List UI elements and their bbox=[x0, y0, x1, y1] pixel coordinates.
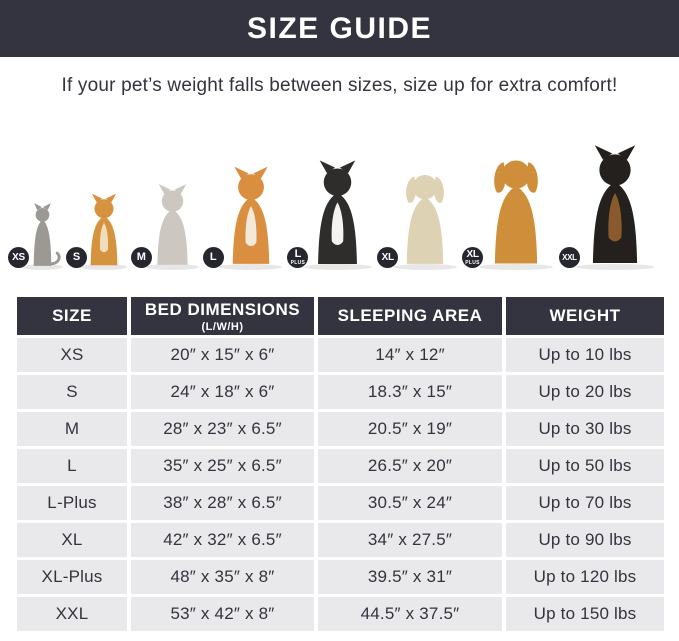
pet-pomeranian: S bbox=[65, 191, 132, 270]
cell-size: L-Plus bbox=[17, 486, 127, 520]
cell-weight: Up to 90 lbs bbox=[506, 523, 664, 557]
col-header-weight: WEIGHT bbox=[506, 297, 664, 335]
pomeranian-icon bbox=[90, 193, 118, 266]
cell-bed-dimensions: 35″ x 25″ x 6.5″ bbox=[131, 449, 314, 483]
golden-retriever-icon bbox=[494, 160, 538, 264]
cell-sleeping-area: 34″ x 27.5″ bbox=[318, 523, 502, 557]
size-badge-m: M bbox=[130, 247, 152, 268]
cell-sleeping-area: 30.5″ x 24″ bbox=[318, 486, 502, 520]
size-badge-sub-label: PLUS bbox=[465, 259, 480, 266]
table-row-xl-plus: XL-Plus 48″ x 35″ x 8″ 39.5″ x 31″ Up to 12… bbox=[17, 560, 664, 594]
cell-weight: Up to 30 lbs bbox=[506, 412, 664, 446]
table-row-xl: XL 42″ x 32″ x 6.5″ 34″ x 27.5″ Up to 90 lb… bbox=[17, 523, 664, 557]
size-table-header: SIZE BED DIMENSIONS (L/W/H) SLEEPING ARE… bbox=[17, 297, 664, 335]
pet-french-bulldog: M bbox=[130, 181, 204, 270]
size-badge-label: XL bbox=[466, 248, 479, 260]
cat-icon bbox=[33, 203, 61, 266]
cell-weight: Up to 120 lbs bbox=[506, 560, 664, 594]
cell-weight: Up to 70 lbs bbox=[506, 486, 664, 520]
size-badge-xxl: XXL bbox=[558, 247, 580, 268]
cell-size: XS bbox=[17, 338, 127, 372]
cell-weight: Up to 10 lbs bbox=[506, 338, 664, 372]
cell-bed-dimensions: 24″ x 18″ x 6″ bbox=[131, 375, 314, 409]
cell-size: L bbox=[17, 449, 127, 483]
pet-doberman: XXL bbox=[558, 141, 661, 270]
col-header-size: SIZE bbox=[17, 297, 127, 335]
col-header-weight-label: WEIGHT bbox=[549, 306, 621, 325]
cell-bed-dimensions: 20″ x 15″ x 6″ bbox=[131, 338, 314, 372]
table-row-l-plus: L-Plus 38″ x 28″ x 6.5″ 30.5″ x 24″ Up to 7… bbox=[17, 486, 664, 520]
shiba-inu-icon bbox=[232, 166, 269, 264]
size-badge-label: XXL bbox=[562, 252, 577, 262]
size-badge-label: M bbox=[136, 251, 146, 263]
size-badge-label: L bbox=[209, 251, 217, 263]
cell-bed-dimensions: 38″ x 28″ x 6.5″ bbox=[131, 486, 314, 520]
cell-size: XL-Plus bbox=[17, 560, 127, 594]
subtitle-text: If your pet’s weight falls between sizes… bbox=[61, 75, 618, 96]
cell-bed-dimensions: 42″ x 32″ x 6.5″ bbox=[131, 523, 314, 557]
size-table: SIZE BED DIMENSIONS (L/W/H) SLEEPING ARE… bbox=[13, 294, 668, 634]
cell-sleeping-area: 26.5″ x 20″ bbox=[318, 449, 502, 483]
pet-border-collie: L PLUS bbox=[287, 157, 378, 270]
cell-size: XXL bbox=[17, 597, 127, 631]
col-header-size-label: SIZE bbox=[52, 306, 92, 325]
doberman-icon bbox=[592, 145, 637, 263]
cell-sleeping-area: 14″ x 12″ bbox=[318, 338, 502, 372]
size-guide-header: SIZE GUIDE bbox=[0, 0, 679, 57]
cell-sleeping-area: 39.5″ x 31″ bbox=[318, 560, 502, 594]
table-row-xxl: XXL 53″ x 42″ x 8″ 44.5″ x 37.5″ Up to 150 … bbox=[17, 597, 664, 631]
size-badge-xl-plus: XL PLUS bbox=[462, 247, 484, 268]
cell-bed-dimensions: 53″ x 42″ x 8″ bbox=[131, 597, 314, 631]
table-row-m: M 28″ x 23″ x 6.5″ 20.5″ x 19″ Up to 30 lbs bbox=[17, 412, 664, 446]
col-header-bed-dimensions: BED DIMENSIONS (L/W/H) bbox=[131, 297, 314, 335]
size-badge-l: L bbox=[202, 247, 224, 268]
table-row-s: S 24″ x 18″ x 6″ 18.3″ x 15″ Up to 20 lbs bbox=[17, 375, 664, 409]
size-badge-label: S bbox=[72, 251, 80, 263]
col-header-bed-dimensions-label: BED DIMENSIONS bbox=[144, 299, 301, 319]
size-badge-xs: XS bbox=[8, 247, 29, 268]
size-badge-l-plus: L PLUS bbox=[287, 247, 309, 268]
page-title: SIZE GUIDE bbox=[246, 11, 433, 45]
border-collie-icon bbox=[318, 160, 358, 265]
col-header-sleeping-area: SLEEPING AREA bbox=[318, 297, 502, 335]
size-table-body: XS 20″ x 15″ x 6″ 14″ x 12″ Up to 10 lbs S 24… bbox=[17, 338, 664, 631]
cell-sleeping-area: 18.3″ x 15″ bbox=[318, 375, 502, 409]
cell-weight: Up to 50 lbs bbox=[506, 449, 664, 483]
labrador-icon bbox=[406, 174, 445, 264]
cell-weight: Up to 150 lbs bbox=[506, 597, 664, 631]
cell-size: XL bbox=[17, 523, 127, 557]
size-badge-label: XS bbox=[12, 251, 25, 263]
size-badge-sub-label: PLUS bbox=[290, 260, 306, 266]
cell-size: S bbox=[17, 375, 127, 409]
pet-shiba-inu: L bbox=[202, 163, 289, 270]
table-row-xs: XS 20″ x 15″ x 6″ 14″ x 12″ Up to 10 lbs bbox=[17, 338, 664, 372]
pet-golden-retriever: XL PLUS bbox=[462, 147, 560, 270]
pet-cat: XS bbox=[8, 201, 67, 270]
cell-bed-dimensions: 48″ x 35″ x 8″ bbox=[131, 560, 314, 594]
cell-sleeping-area: 44.5″ x 37.5″ bbox=[318, 597, 502, 631]
cell-bed-dimensions: 28″ x 23″ x 6.5″ bbox=[131, 412, 314, 446]
cell-weight: Up to 20 lbs bbox=[506, 375, 664, 409]
size-badge-label: L bbox=[294, 248, 302, 260]
size-badge-xl: XL bbox=[377, 247, 399, 268]
pet-labrador: XL bbox=[377, 163, 463, 270]
col-header-sleeping-area-label: SLEEPING AREA bbox=[337, 306, 483, 325]
size-badge-s: S bbox=[65, 247, 87, 268]
cell-size: M bbox=[17, 412, 127, 446]
table-row-l: L 35″ x 25″ x 6.5″ 26.5″ x 20″ Up to 50 lbs bbox=[17, 449, 664, 483]
col-header-bed-dimensions-sub: (L/W/H) bbox=[201, 320, 244, 333]
size-badge-label: XL bbox=[381, 251, 394, 263]
pets-row: XS S M L L PLUS XL XL PLUS XXL bbox=[0, 97, 679, 270]
cell-sleeping-area: 20.5″ x 19″ bbox=[318, 412, 502, 446]
french-bulldog-icon bbox=[157, 184, 188, 265]
